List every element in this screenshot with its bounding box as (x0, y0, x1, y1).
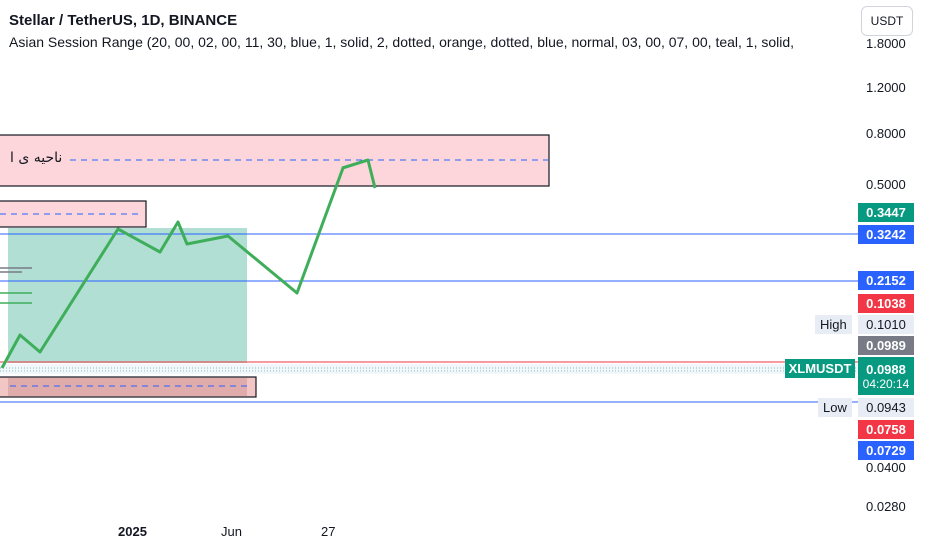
demand-zone-fill (8, 378, 247, 396)
price-tick-4: 0.5000 (866, 177, 906, 192)
current-price-tag: 0.0988 04:20:14 (858, 357, 914, 395)
price-tag-0-0989: 0.0989 (858, 336, 914, 355)
time-tick-jun: Jun (221, 524, 242, 539)
projection-arrowhead (341, 158, 377, 189)
bar-countdown: 04:20:14 (862, 376, 910, 391)
time-tick-27: 27 (321, 524, 336, 539)
symbol-title[interactable]: Stellar / TetherUS, 1D, BINANCE (9, 12, 238, 29)
price-tick-6: 0.0280 (866, 499, 906, 514)
price-tick-5: 0.0400 (866, 460, 906, 475)
currency-button[interactable]: USDT (861, 6, 913, 36)
price-tag-0-0729: 0.0729 (858, 441, 914, 460)
time-tick-2025: 2025 (118, 524, 147, 539)
price-tag-0-1038: 0.1038 (858, 294, 914, 313)
session-dots-band (0, 364, 858, 374)
price-tick-3: 0.8000 (866, 126, 906, 141)
indicator-legend[interactable]: Asian Session Range (20, 00, 02, 00, 11,… (9, 34, 795, 50)
price-tick-1: 1.8000 (866, 36, 906, 51)
price-tick-2: 1.2000 (866, 80, 906, 95)
projection-path[interactable] (0, 158, 369, 369)
price-tag-high: 0.1010 (858, 315, 914, 334)
high-label: High (815, 315, 852, 334)
symbol-price-tag: XLMUSDT (785, 359, 855, 378)
price-tag-0-2152: 0.2152 (858, 271, 914, 290)
current-price-value: 0.0988 (866, 361, 906, 377)
price-tag-0-0758: 0.0758 (858, 420, 914, 439)
price-tag-0-3242: 0.3242 (858, 225, 914, 244)
long-position-zone[interactable] (8, 228, 247, 363)
low-label: Low (818, 398, 852, 417)
price-tag-low: 0.0943 (858, 398, 914, 417)
zone-label: ناحیه ی ا (10, 150, 63, 166)
price-tag-0-3447: 0.3447 (858, 203, 914, 222)
